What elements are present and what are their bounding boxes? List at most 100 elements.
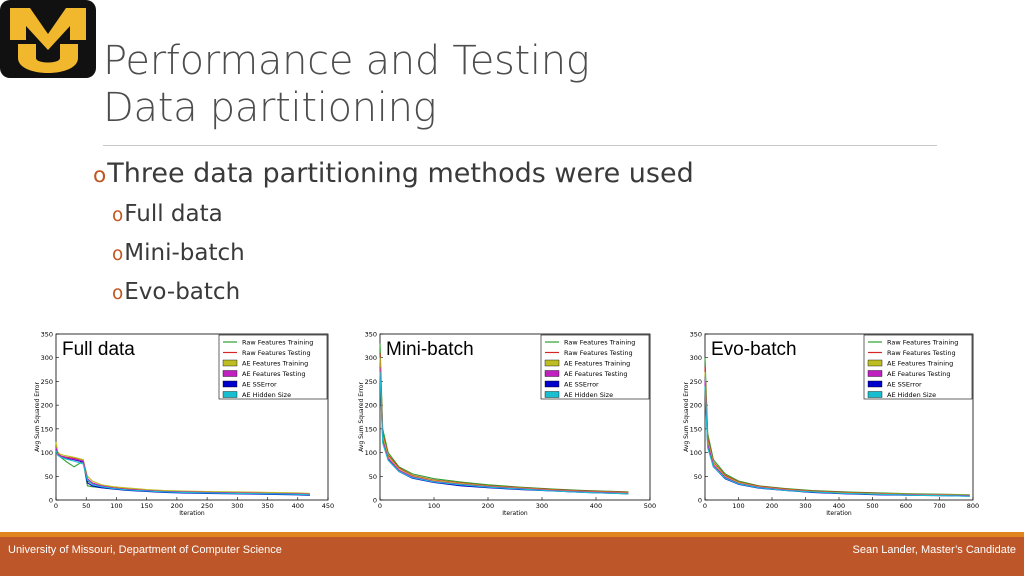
- y-tick-label: 250: [41, 378, 53, 386]
- x-tick-label: 600: [900, 502, 912, 510]
- footer-left-text: University of Missouri, Department of Co…: [8, 544, 282, 556]
- bullet-main-text: Three data partitioning methods were use…: [107, 158, 694, 189]
- y-tick-label: 350: [365, 331, 377, 339]
- legend-entry: Raw Features Testing: [242, 349, 311, 357]
- bullet-marker: o: [112, 244, 124, 265]
- legend-entry: AE Hidden Size: [887, 391, 936, 399]
- y-tick-label: 50: [45, 473, 53, 481]
- x-tick-label: 200: [171, 502, 183, 510]
- chart-mini-batch: 0 50 100 150 200 250 300 350 0 100 200 300 400 500 Ite…: [355, 328, 667, 518]
- x-axis-label: Iteration: [502, 510, 528, 517]
- legend-entry: AE Features Training: [564, 360, 630, 368]
- y-tick-label: 100: [690, 449, 702, 457]
- chart-overlay-label: Mini-batch: [386, 339, 474, 360]
- chart-full-data-svg: 0 50 100 150 200 250 300 350 0 50 100 150 200 250 300 3…: [34, 331, 334, 518]
- y-tick-label: 100: [365, 449, 377, 457]
- legend-entry: AE SSError: [242, 381, 277, 389]
- x-tick-label: 450: [322, 502, 334, 510]
- chart-overlay-label: Full data: [62, 339, 135, 360]
- x-tick-label: 200: [482, 502, 494, 510]
- x-tick-label: 0: [378, 502, 382, 510]
- university-logo: [0, 0, 96, 78]
- y-axis-label: Avg Sum Squared Error: [358, 382, 365, 452]
- y-tick-label: 50: [369, 473, 377, 481]
- legend-swatch: [867, 380, 883, 388]
- series-line-5: [379, 371, 629, 495]
- x-tick-label: 150: [140, 502, 152, 510]
- legend-entry: AE Features Testing: [564, 370, 628, 378]
- y-tick-label: 200: [365, 402, 377, 410]
- legend-entry: Raw Features Training: [887, 339, 958, 347]
- y-tick-label: 250: [690, 378, 702, 386]
- sub-bullet-full-data: oFull data: [112, 201, 223, 227]
- legend-swatch: [544, 391, 560, 398]
- x-tick-label: 50: [82, 502, 90, 510]
- x-tick-label: 100: [428, 502, 440, 510]
- footer: University of Missouri, Department of Co…: [0, 537, 1024, 576]
- legend-swatch: [867, 370, 883, 377]
- x-axis-label: Iteration: [179, 510, 205, 517]
- x-tick-label: 300: [536, 502, 548, 510]
- x-tick-label: 400: [292, 502, 304, 510]
- x-axis-label: Iteration: [826, 510, 852, 517]
- sub-bullet-mini-batch: oMini-batch: [112, 240, 245, 266]
- legend-swatch: [544, 380, 560, 388]
- y-tick-label: 0: [373, 497, 377, 505]
- bullet-marker: o: [93, 163, 107, 188]
- y-tick-label: 300: [365, 354, 377, 362]
- chart-mini-batch-svg: 0 50 100 150 200 250 300 350 0 100 200 300 400 500 Ite…: [358, 331, 656, 518]
- footer-right-text: Sean Lander, Master’s Candidate: [852, 544, 1016, 556]
- sub-bullet-evo-batch: oEvo-batch: [112, 279, 240, 305]
- x-tick-label: 100: [732, 502, 744, 510]
- legend-entry: Raw Features Testing: [564, 349, 633, 357]
- legend-box: [540, 334, 650, 400]
- y-tick-label: 350: [690, 331, 702, 339]
- x-tick-label: 0: [54, 502, 58, 510]
- y-tick-label: 100: [41, 449, 53, 457]
- legend-entry: AE SSError: [564, 381, 599, 389]
- legend-entry: AE Hidden Size: [242, 391, 291, 399]
- x-tick-label: 100: [110, 502, 122, 510]
- bullet-main: oThree data partitioning methods were us…: [93, 158, 694, 189]
- sub-bullet-text: Full data: [124, 201, 223, 227]
- slide-title: Performance and Testing Data partitionin…: [103, 38, 590, 132]
- x-tick-label: 200: [766, 502, 778, 510]
- logo-letter-m: [10, 8, 86, 50]
- legend-swatch: [222, 370, 238, 377]
- logo-letter-u: [18, 44, 78, 73]
- chart-evo-batch: 0 50 100 150 200 250 300 350 0 100 200 300 400 500 600…: [680, 328, 1000, 518]
- bullet-marker: o: [112, 283, 124, 304]
- x-tick-label: 700: [933, 502, 945, 510]
- title-line-2: Data partitioning: [103, 85, 437, 131]
- legend-entry: AE Features Testing: [242, 370, 306, 378]
- bullet-marker: o: [112, 205, 124, 226]
- y-tick-label: 200: [690, 402, 702, 410]
- y-tick-label: 50: [694, 473, 702, 481]
- y-tick-label: 350: [41, 331, 53, 339]
- legend-swatch: [544, 359, 560, 367]
- y-tick-label: 0: [49, 497, 53, 505]
- y-tick-label: 200: [41, 402, 53, 410]
- legend-box: [863, 334, 973, 400]
- y-tick-label: 150: [41, 425, 53, 433]
- y-tick-label: 300: [690, 354, 702, 362]
- x-tick-label: 500: [866, 502, 878, 510]
- y-tick-label: 150: [690, 425, 702, 433]
- legend-entry: AE Features Training: [242, 360, 308, 368]
- x-tick-label: 350: [261, 502, 273, 510]
- y-tick-label: 300: [41, 354, 53, 362]
- legend-swatch: [544, 370, 560, 377]
- series-line-5: [704, 386, 970, 497]
- legend-box: [218, 334, 328, 400]
- sub-bullet-text: Mini-batch: [124, 240, 245, 266]
- legend-entry: AE Hidden Size: [564, 391, 613, 399]
- legend-entry: Raw Features Training: [564, 339, 635, 347]
- x-tick-label: 300: [799, 502, 811, 510]
- sub-bullet-text: Evo-batch: [124, 279, 241, 305]
- legend-entry: Raw Features Training: [242, 339, 313, 347]
- y-tick-label: 150: [365, 425, 377, 433]
- footer-accent-line: [0, 532, 1024, 537]
- legend-swatch: [222, 359, 238, 367]
- legend-swatch: [867, 391, 883, 398]
- chart-overlay-label: Evo-batch: [711, 339, 797, 360]
